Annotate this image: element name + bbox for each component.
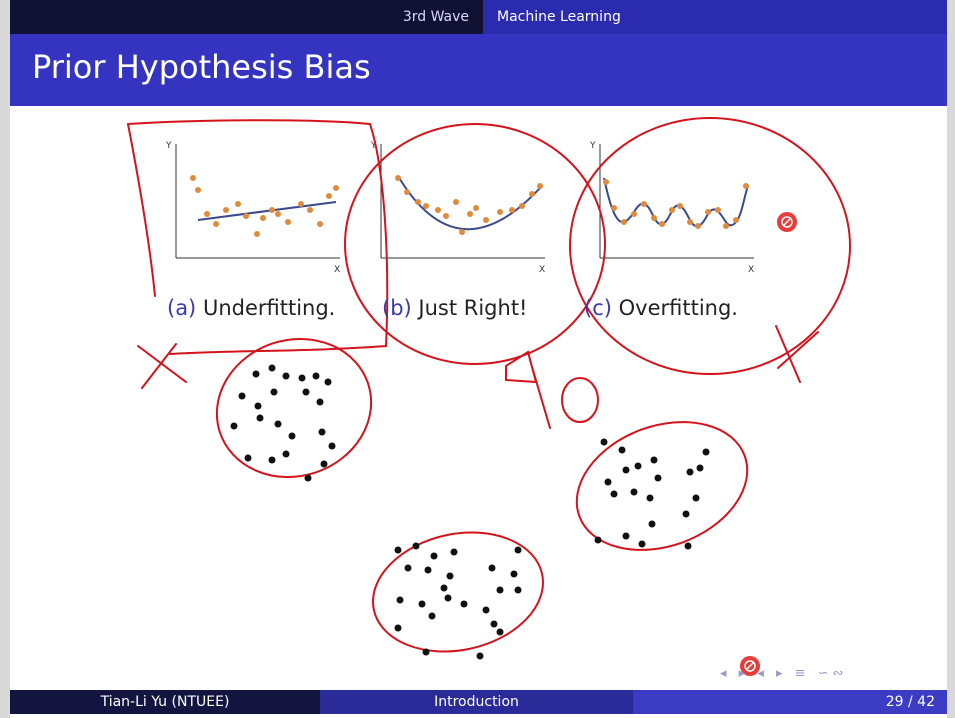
annotation-cluster-2 [575,421,749,551]
plot-underfitting: Y X [165,141,340,275]
annotation-cluster-1 [215,337,373,479]
data-points [190,175,339,237]
nav-subsection[interactable]: Machine Learning [483,0,947,34]
caption-b-label: (b) [382,296,412,320]
x-axis-label: X [334,265,340,275]
footer-section-box: Introduction [320,690,633,714]
x-axis-label: X [748,265,754,275]
nav-subsection-label: Machine Learning [497,9,621,25]
data-points [603,179,749,229]
beamer-navigation-symbols[interactable]: ◂ ▸ ◂ ▸ ≡ ∽∾ [720,666,848,681]
caption-c-label: (c) [584,296,612,320]
beamer-nav-bar: 3rd Wave Machine Learning [10,0,947,34]
caption-underfitting: (a) Underfitting. [167,296,335,320]
caption-overfitting: (c) Overfitting. [584,296,738,320]
annotation-box-left-edge [127,123,156,297]
caption-a-label: (a) [167,296,197,320]
fit-curve [603,177,749,228]
annotation-circle-overfitting [569,117,851,375]
y-axis-label: Y [370,141,377,151]
footer-author: Tian-Li Yu [100,694,168,710]
footer-page-box: 29 / 42 [633,690,947,714]
y-axis-label: Y [589,141,596,151]
slide-figures: Y X Y X [127,117,851,676]
annotation-x-mark-right [775,325,819,383]
plot-overfitting: Y X [589,141,754,275]
slide-content: Y X Y X [10,106,947,690]
data-points [395,175,543,235]
footer-page-number: 29 / 42 [885,694,935,710]
laser-pointer-icon-bottom [740,656,760,676]
x-axis-label: X [539,265,545,275]
dot-cluster-3 [394,542,522,660]
slide-title: Prior Hypothesis Bias [32,48,371,86]
frame-title-bar: Prior Hypothesis Bias [10,34,947,106]
annotation-circle-just-right [344,123,606,365]
fit-line [197,201,337,221]
annotation-x-mark-left [137,343,187,389]
nav-section[interactable]: 3rd Wave [10,0,483,34]
footer-section: Introduction [434,694,519,710]
nav-section-label: 3rd Wave [402,9,469,25]
caption-b-text: Just Right! [418,296,528,320]
window-frame-right [947,0,955,718]
annotation-box-underfitting [127,119,389,355]
footer-author-box: Tian-Li Yu (NTUEE) [10,690,320,714]
footer-affiliation: (NTUEE) [171,694,230,710]
caption-a-text: Underfitting. [202,296,336,320]
dot-cluster-1 [230,364,336,482]
pen-annotations [127,117,851,653]
slide-footer: Tian-Li Yu (NTUEE) Introduction 29 / 42 [10,690,947,714]
y-axis-label: Y [165,141,172,151]
annotation-figure-4 [505,350,551,429]
dot-cluster-2 [594,438,710,550]
annotation-figure-0 [561,377,599,423]
caption-just-right: (b) Just Right! [382,296,527,320]
caption-c-text: Overfitting. [618,296,738,320]
window-frame-left [0,0,10,718]
annotation-cluster-3 [372,531,544,653]
plot-just-right: Y X [370,141,545,275]
laser-pointer-icon [777,212,797,232]
